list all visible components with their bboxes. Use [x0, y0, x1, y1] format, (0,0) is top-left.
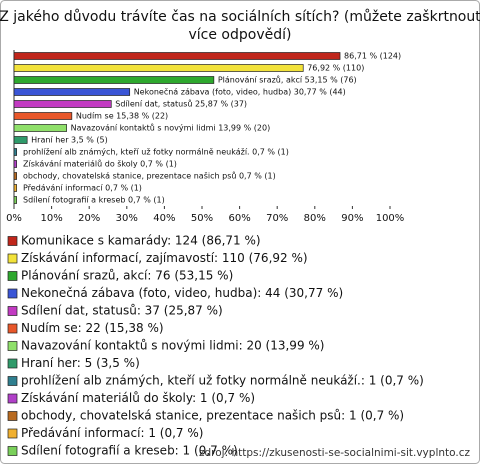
legend-swatch	[7, 253, 18, 264]
legend-label: Předávání informací: 1 (0,7 %)	[21, 426, 203, 440]
bar	[13, 64, 304, 72]
legend-label: Navazování kontaktů s novými lidmi: 20 (…	[21, 339, 324, 353]
bar	[13, 160, 17, 168]
bar	[13, 88, 131, 96]
value-label: obchody, chovatelská stanice, prezentace…	[23, 171, 276, 181]
value-label: Hraní her 3,5 % (5)	[31, 136, 108, 145]
legend-label: Plánování srazů, akcí: 76 (53,15 %)	[21, 269, 233, 283]
x-tick-label: 100%	[376, 213, 405, 224]
bar	[13, 136, 28, 144]
source: zdroj: https://zkusenosti-se-socialnimi-…	[199, 447, 470, 459]
legend-swatch	[7, 288, 18, 299]
value-label: Nudím se 15,38 % (22)	[76, 112, 168, 121]
legend-swatch	[7, 446, 18, 456]
legend-swatch	[7, 411, 18, 421]
legend-swatch	[7, 323, 18, 334]
chart-title: více odpovědí)	[189, 27, 292, 43]
bar	[13, 172, 17, 180]
value-label: Nekonečná zábava (foto, video, hudba) 30…	[134, 87, 346, 97]
value-label: Plánování srazů, akcí 53,15 % (76)	[218, 75, 357, 85]
bar	[13, 76, 215, 84]
legend-swatch	[7, 358, 18, 369]
bar	[13, 52, 341, 60]
x-tick-label: 40%	[153, 213, 175, 224]
x-tick-label: 20%	[78, 213, 100, 224]
x-tick-label: 10%	[40, 213, 62, 224]
bar	[13, 196, 17, 204]
legend-label: prohlížení alb známých, kteří už fotky n…	[21, 374, 424, 388]
value-label: Sdílení dat, statusů 25,87 % (37)	[115, 99, 247, 109]
x-tick-label: 50%	[191, 213, 213, 224]
legend-label: Sdílení dat, statusů: 37 (25,87 %)	[21, 304, 223, 318]
x-tick-label: 80%	[304, 213, 326, 224]
x-tick-label: 0%	[6, 213, 22, 224]
x-tick-label: 30%	[116, 213, 138, 224]
bar	[13, 112, 73, 120]
bar	[13, 124, 67, 132]
legend-label: Komunikace s kamarády: 124 (86,71 %)	[21, 234, 261, 248]
value-label: Předávání informací 0,7 % (1)	[23, 184, 142, 193]
legend-swatch	[7, 271, 18, 281]
legend-swatch	[7, 376, 18, 386]
x-tick-label: 90%	[341, 213, 363, 224]
bar	[13, 184, 17, 192]
bar	[13, 148, 17, 156]
value-label: Navazování kontaktů s novými lidmi 13,99…	[71, 123, 271, 133]
legend-label: Získávání informací, zajímavostí: 110 (7…	[21, 251, 308, 265]
legend-label: Nekonečná zábava (foto, video, hudba): 4…	[21, 286, 343, 300]
value-label: prohlížení alb známých, kteří už fotky n…	[23, 148, 289, 157]
legend-label: Sdílení fotografií a kreseb: 1 (0,7 %)	[21, 444, 238, 458]
legend-swatch	[7, 428, 18, 439]
value-label: Získávání materiálů do školy 0,7 % (1)	[23, 159, 177, 169]
bar	[13, 100, 112, 108]
chart-title: Z jakého důvodu trávíte čas na sociálníc…	[0, 9, 480, 25]
value-label: 86,71 % (124)	[344, 52, 401, 61]
legend-label: Nudím se: 22 (15,38 %)	[21, 321, 164, 335]
legend-swatch	[7, 393, 18, 404]
legend-swatch	[7, 236, 18, 246]
value-label: 76,92 % (110)	[307, 64, 364, 73]
x-tick-label: 70%	[266, 213, 288, 224]
legend-swatch	[7, 341, 18, 351]
x-tick-label: 60%	[228, 213, 250, 224]
legend-label: obchody, chovatelská stanice, prezentace…	[21, 409, 404, 423]
legend-label: Získávání materiálů do školy: 1 (0,7 %)	[21, 391, 255, 405]
legend-label: Hraní her: 5 (3,5 %)	[21, 356, 140, 370]
value-label: Sdílení fotografií a kreseb 0,7 % (1)	[23, 196, 165, 205]
legend-swatch	[7, 306, 18, 316]
